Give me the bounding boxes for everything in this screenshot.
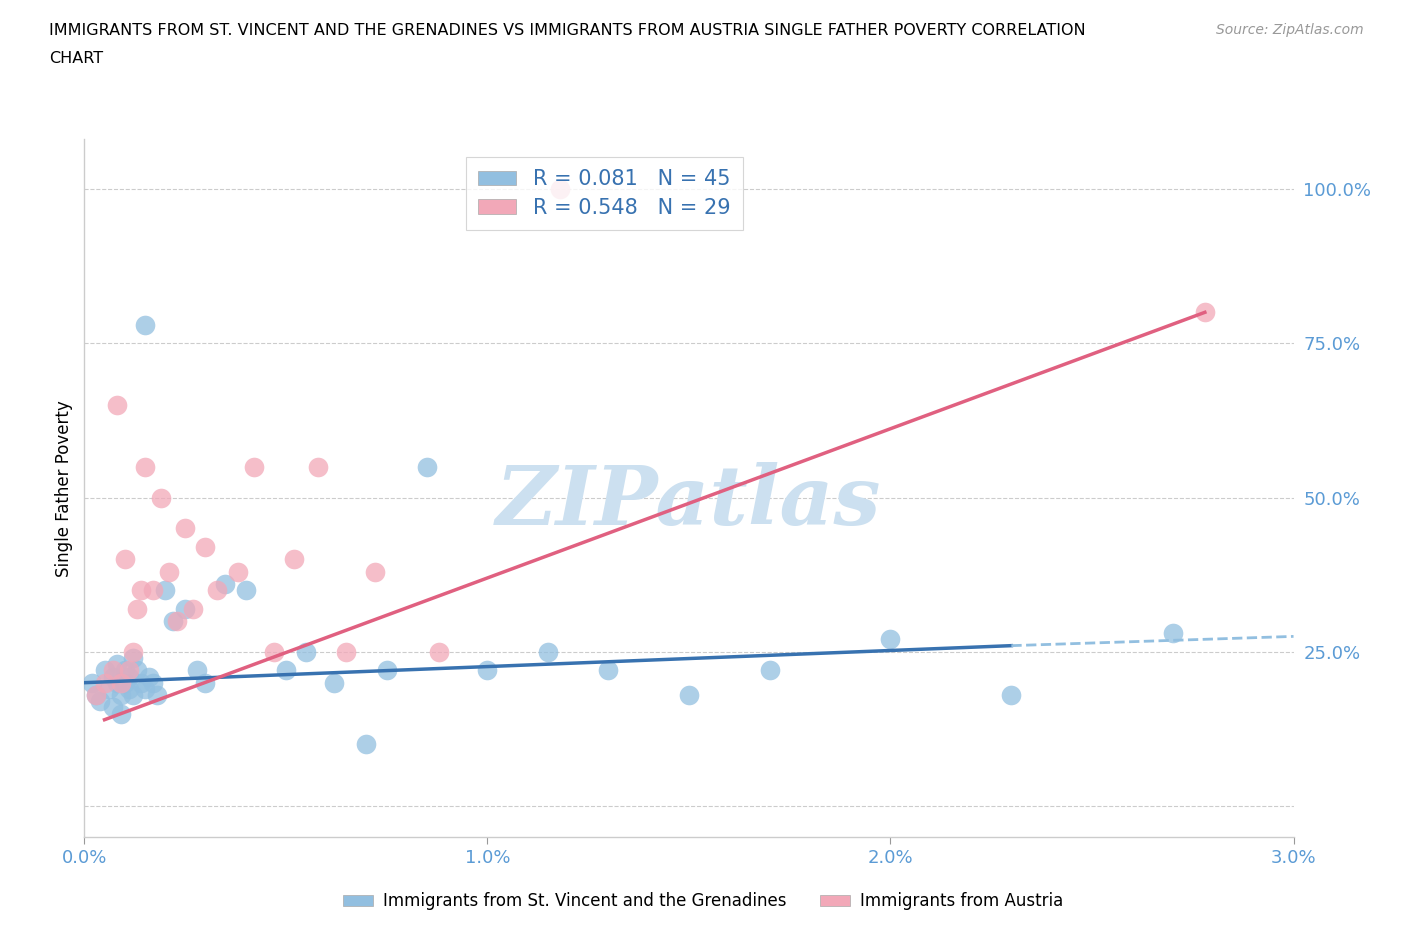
Point <box>307 459 329 474</box>
Point <box>89 694 111 709</box>
Point <box>105 657 128 671</box>
Point <box>142 675 165 690</box>
Point <box>118 682 141 697</box>
Point <box>283 551 305 566</box>
Text: IMMIGRANTS FROM ST. VINCENT AND THE GRENADINES VS IMMIGRANTS FROM AUSTRIA SINGLE: IMMIGRANTS FROM ST. VINCENT AND THE GREN… <box>49 23 1085 38</box>
Point <box>166 614 188 629</box>
Point <box>678 687 700 702</box>
Point <box>146 687 169 702</box>
Point <box>114 675 136 690</box>
Point <box>153 583 176 598</box>
Point <box>356 737 378 751</box>
Point <box>105 675 128 690</box>
Point <box>194 539 217 554</box>
Text: CHART: CHART <box>49 51 103 66</box>
Legend: Immigrants from St. Vincent and the Grenadines, Immigrants from Austria: Immigrants from St. Vincent and the Gren… <box>336 885 1070 917</box>
Point <box>101 700 124 715</box>
Point <box>125 663 148 678</box>
Point <box>82 675 104 690</box>
Point <box>194 675 217 690</box>
Point <box>295 644 318 659</box>
Point <box>114 551 136 566</box>
Point <box>129 675 152 690</box>
Point <box>110 675 132 690</box>
Point <box>598 663 620 678</box>
Point <box>375 663 398 678</box>
Point <box>363 565 385 579</box>
Point <box>97 682 120 697</box>
Point <box>157 565 180 579</box>
Point <box>879 632 901 647</box>
Point <box>323 675 346 690</box>
Point <box>537 644 560 659</box>
Point <box>118 663 141 678</box>
Point <box>149 490 172 505</box>
Point <box>207 583 229 598</box>
Point <box>138 669 160 684</box>
Point <box>121 687 143 702</box>
Legend: R = 0.081   N = 45, R = 0.548   N = 29: R = 0.081 N = 45, R = 0.548 N = 29 <box>465 157 742 231</box>
Point <box>101 663 124 678</box>
Text: ZIPatlas: ZIPatlas <box>496 462 882 542</box>
Point <box>93 663 115 678</box>
Point <box>1161 626 1184 641</box>
Point <box>118 669 141 684</box>
Point <box>477 663 499 678</box>
Point <box>181 601 204 616</box>
Point <box>105 397 128 412</box>
Point <box>1000 687 1022 702</box>
Point <box>758 663 780 678</box>
Point <box>263 644 285 659</box>
Text: Source: ZipAtlas.com: Source: ZipAtlas.com <box>1216 23 1364 37</box>
Point <box>86 687 108 702</box>
Point <box>1194 305 1216 320</box>
Point <box>134 459 156 474</box>
Point <box>226 565 249 579</box>
Point <box>548 181 571 196</box>
Point <box>110 687 132 702</box>
Point <box>121 651 143 666</box>
Point <box>114 663 136 678</box>
Point <box>174 521 197 536</box>
Point <box>416 459 439 474</box>
Point <box>121 644 143 659</box>
Point <box>427 644 450 659</box>
Point <box>162 614 184 629</box>
Point <box>214 577 236 591</box>
Point <box>101 669 124 684</box>
Point <box>129 583 152 598</box>
Point <box>235 583 257 598</box>
Point <box>142 583 165 598</box>
Point <box>134 317 156 332</box>
Point <box>186 663 208 678</box>
Point <box>242 459 264 474</box>
Point <box>335 644 357 659</box>
Point <box>110 706 132 721</box>
Point <box>125 601 148 616</box>
Point <box>134 682 156 697</box>
Point <box>93 675 115 690</box>
Point <box>174 601 197 616</box>
Point <box>274 663 297 678</box>
Point <box>86 687 108 702</box>
Y-axis label: Single Father Poverty: Single Father Poverty <box>55 400 73 577</box>
